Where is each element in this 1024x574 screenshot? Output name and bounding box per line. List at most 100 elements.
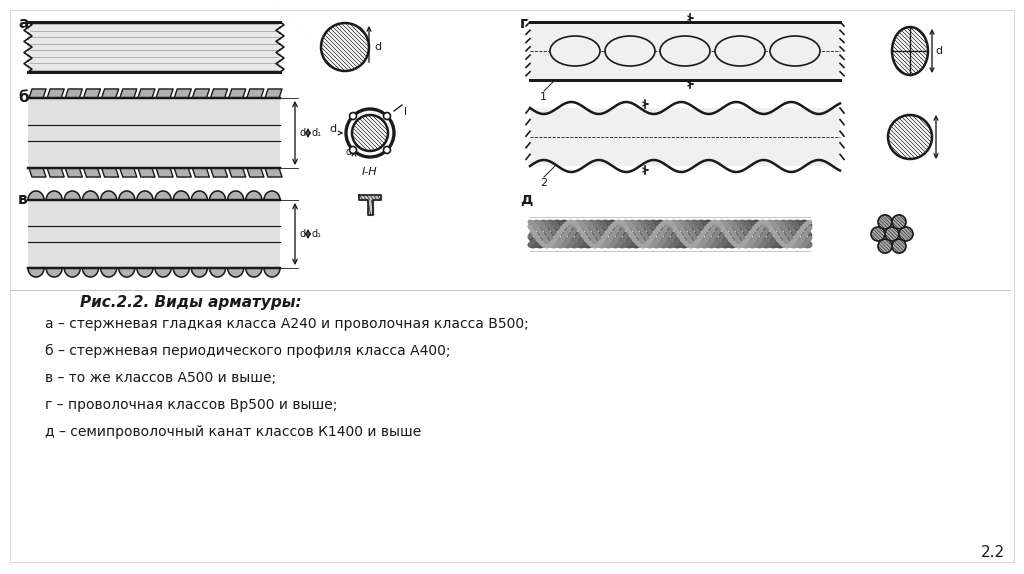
Text: d₁: d₁	[312, 229, 322, 239]
Bar	[28, 22, 280, 72]
Text: б: б	[18, 90, 29, 105]
Ellipse shape	[550, 36, 600, 66]
Polygon shape	[227, 191, 244, 200]
Polygon shape	[246, 191, 262, 200]
Circle shape	[349, 146, 356, 153]
Circle shape	[383, 113, 390, 119]
Polygon shape	[246, 268, 262, 277]
Polygon shape	[265, 89, 282, 98]
Circle shape	[346, 109, 394, 157]
Polygon shape	[227, 268, 244, 277]
Polygon shape	[210, 268, 225, 277]
Polygon shape	[193, 89, 209, 98]
Ellipse shape	[715, 36, 765, 66]
Polygon shape	[265, 168, 282, 177]
Polygon shape	[47, 168, 65, 177]
Polygon shape	[28, 191, 44, 200]
Text: г – проволочная классов Вр500 и выше;: г – проволочная классов Вр500 и выше;	[45, 398, 337, 412]
Ellipse shape	[660, 36, 710, 66]
Polygon shape	[119, 268, 135, 277]
Polygon shape	[155, 268, 171, 277]
Bar	[530, 108, 840, 166]
Text: d: d	[299, 128, 305, 138]
Bar	[530, 22, 840, 80]
Text: d₁: d₁	[345, 147, 355, 157]
Text: I-H: I-H	[362, 167, 378, 177]
Bar	[28, 98, 280, 168]
Text: d₁: d₁	[312, 128, 322, 138]
Polygon shape	[46, 268, 62, 277]
Polygon shape	[173, 268, 189, 277]
Ellipse shape	[892, 27, 928, 75]
Circle shape	[871, 227, 885, 241]
Circle shape	[352, 115, 388, 151]
Polygon shape	[155, 191, 171, 200]
Polygon shape	[84, 89, 100, 98]
Bar	[28, 200, 280, 268]
Text: д: д	[520, 192, 532, 207]
Circle shape	[878, 239, 892, 253]
Polygon shape	[211, 168, 227, 177]
Text: d: d	[935, 46, 942, 56]
Polygon shape	[100, 268, 117, 277]
Polygon shape	[65, 268, 80, 277]
Text: Рис.2.2. Виды арматуры:: Рис.2.2. Виды арматуры:	[80, 295, 302, 310]
Polygon shape	[191, 191, 208, 200]
Polygon shape	[247, 89, 264, 98]
Polygon shape	[211, 89, 227, 98]
Polygon shape	[210, 191, 225, 200]
Polygon shape	[156, 168, 173, 177]
Polygon shape	[65, 191, 80, 200]
Polygon shape	[119, 191, 135, 200]
Polygon shape	[84, 168, 100, 177]
Polygon shape	[120, 168, 137, 177]
Polygon shape	[47, 89, 65, 98]
Polygon shape	[101, 168, 119, 177]
Text: г: г	[520, 16, 528, 31]
Polygon shape	[138, 89, 155, 98]
Text: d: d	[299, 229, 305, 239]
Polygon shape	[29, 89, 46, 98]
Circle shape	[899, 227, 913, 241]
Polygon shape	[83, 268, 98, 277]
Polygon shape	[66, 168, 82, 177]
Polygon shape	[173, 191, 189, 200]
Polygon shape	[66, 89, 82, 98]
Polygon shape	[137, 268, 153, 277]
Polygon shape	[264, 191, 280, 200]
Circle shape	[383, 146, 390, 153]
Circle shape	[892, 215, 906, 229]
Polygon shape	[174, 89, 191, 98]
Polygon shape	[191, 268, 208, 277]
Text: в – то же классов А500 и выше;: в – то же классов А500 и выше;	[45, 371, 276, 385]
Polygon shape	[247, 168, 264, 177]
Polygon shape	[359, 195, 381, 215]
Polygon shape	[228, 89, 246, 98]
Text: d: d	[374, 42, 381, 52]
Circle shape	[892, 239, 906, 253]
Text: l: l	[404, 107, 408, 117]
Polygon shape	[28, 268, 44, 277]
Polygon shape	[193, 168, 209, 177]
Polygon shape	[137, 191, 153, 200]
Circle shape	[878, 215, 892, 229]
Text: 2.2: 2.2	[981, 545, 1005, 560]
Text: d: d	[329, 124, 336, 134]
Polygon shape	[174, 168, 191, 177]
Text: а – стержневая гладкая класса А240 и проволочная класса В500;: а – стержневая гладкая класса А240 и про…	[45, 317, 528, 331]
Text: в: в	[18, 192, 28, 207]
Polygon shape	[228, 168, 246, 177]
Text: б – стержневая периодического профиля класса А400;: б – стержневая периодического профиля кл…	[45, 344, 451, 358]
Text: 1: 1	[540, 92, 547, 102]
Circle shape	[321, 23, 369, 71]
Circle shape	[349, 113, 356, 119]
Polygon shape	[29, 168, 46, 177]
Ellipse shape	[770, 36, 820, 66]
Polygon shape	[138, 168, 155, 177]
Polygon shape	[120, 89, 137, 98]
Circle shape	[885, 227, 899, 241]
Polygon shape	[100, 191, 117, 200]
Text: а: а	[18, 16, 29, 31]
Text: д – семипроволочный канат классов К1400 и выше: д – семипроволочный канат классов К1400 …	[45, 425, 421, 439]
Polygon shape	[156, 89, 173, 98]
